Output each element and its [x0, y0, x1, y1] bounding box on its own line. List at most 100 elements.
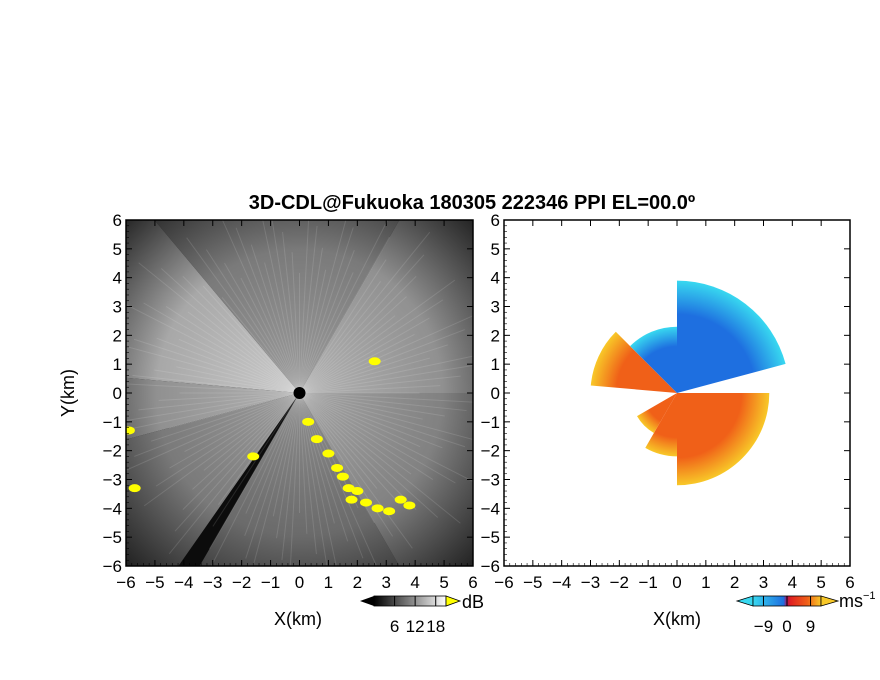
intensity-streak [281, 392, 300, 561]
intensity-streak [176, 366, 300, 394]
intensity-sector [126, 377, 300, 440]
right-ytick-label: 2 [491, 326, 500, 345]
right-ytick-label: 1 [491, 355, 500, 374]
intensity-streak [178, 338, 300, 394]
colorbar-vel-over-arrow [820, 595, 840, 607]
intensity-streak [138, 392, 300, 411]
colorbar-db-under-arrow [360, 596, 374, 606]
intensity-sector [299, 393, 473, 566]
colorbar-vel-unit: ms−1 [839, 590, 876, 611]
intensity-streak [186, 237, 300, 394]
right-xtick-label: 0 [672, 573, 681, 592]
right-xtick-label: −5 [523, 573, 542, 592]
intensity-streak [156, 337, 300, 394]
velocity-sector [630, 326, 677, 393]
right-ytick-label: 3 [491, 298, 500, 317]
intensity-streak [150, 392, 300, 442]
left-ytick-label: 1 [113, 355, 122, 374]
intensity-streak [264, 262, 300, 394]
intensity-streak [132, 374, 300, 394]
right-ytick-label: −3 [481, 471, 500, 490]
right-xtick-label: 3 [759, 573, 768, 592]
intensity-streak [299, 392, 423, 420]
right-xtick-label: −3 [581, 573, 600, 592]
intensity-streak [299, 249, 355, 394]
intensity-streak [299, 365, 473, 394]
overflow-echo [345, 495, 358, 504]
intensity-streak [158, 392, 300, 401]
right-ytick-label: −6 [481, 557, 500, 576]
left-ytick-label: −6 [103, 557, 122, 576]
left-ytick-label: 6 [113, 211, 122, 230]
intensity-streak [299, 344, 449, 394]
intensity-streak [245, 392, 300, 559]
intensity-streak [126, 392, 300, 421]
intensity-streak [192, 392, 300, 490]
intensity-streak [155, 392, 300, 487]
left-ytick-label: −2 [103, 442, 122, 461]
intensity-streak [299, 299, 444, 394]
intensity-streak [299, 392, 337, 566]
right-ytick-label: 4 [491, 269, 500, 288]
overflow-echo [247, 452, 260, 461]
intensity-streak [240, 277, 300, 394]
intensity-streak [299, 392, 317, 555]
intensity-streak [126, 383, 300, 394]
colorbar-db-over-arrow [445, 595, 462, 607]
intensity-streak [299, 259, 387, 394]
intensity-streak [299, 392, 335, 524]
intensity-streak [299, 269, 327, 394]
intensity-streak [299, 392, 461, 524]
intensity-streak [299, 392, 413, 549]
intensity-streak [299, 392, 349, 542]
intensity-streak [182, 392, 300, 511]
intensity-streak [271, 220, 300, 394]
left-xtick-label: 1 [324, 573, 333, 592]
overflow-echo [302, 417, 315, 426]
left-ytick-label: 0 [113, 384, 122, 403]
colorbar-velocity: −9 0 9 ms−1 [735, 590, 876, 636]
intensity-streak [299, 220, 389, 394]
intensity-streak [202, 285, 300, 394]
colorbar-db-tick-label: 12 [406, 617, 425, 636]
intensity-streak [143, 392, 300, 507]
radar-site [293, 387, 306, 399]
colorbar-db-bar [373, 595, 447, 607]
intensity-streak [299, 392, 473, 403]
velocity-sector [677, 393, 770, 486]
intensity-streak [209, 392, 300, 550]
overflow-echo [351, 487, 364, 496]
intensity-streak [299, 392, 439, 518]
intensity-streak [276, 392, 300, 539]
left-ytick-label: 3 [113, 298, 122, 317]
intensity-streak [299, 375, 461, 394]
intensity-streak [143, 302, 300, 394]
intensity-streak [299, 315, 396, 394]
left-xtick-label: −4 [174, 573, 193, 592]
intensity-streak [126, 345, 300, 394]
left-xtick-label: 0 [295, 573, 304, 592]
overflow-echo [128, 484, 141, 493]
intensity-streak [203, 392, 300, 471]
left-xtick-label: 5 [439, 573, 448, 592]
overflow-echo [310, 435, 323, 444]
right-xtick-label: 6 [845, 573, 854, 592]
intensity-streak [299, 220, 310, 394]
intensity-streak [299, 392, 473, 482]
intensity-streak [299, 392, 467, 412]
intensity-streak [299, 281, 382, 394]
intensity-streak [299, 329, 465, 394]
left-ytick-label: 2 [113, 326, 122, 345]
intensity-streak [299, 296, 407, 394]
intensity-streak [169, 392, 300, 469]
intensity-streak [299, 279, 456, 394]
intensity-streak [299, 317, 430, 394]
colorbar-vel-tick-label: 9 [806, 617, 815, 636]
intensity-streak [291, 252, 300, 394]
intensity-streak [299, 254, 425, 394]
intensity-streak [299, 333, 415, 394]
intensity-sector [126, 220, 300, 393]
